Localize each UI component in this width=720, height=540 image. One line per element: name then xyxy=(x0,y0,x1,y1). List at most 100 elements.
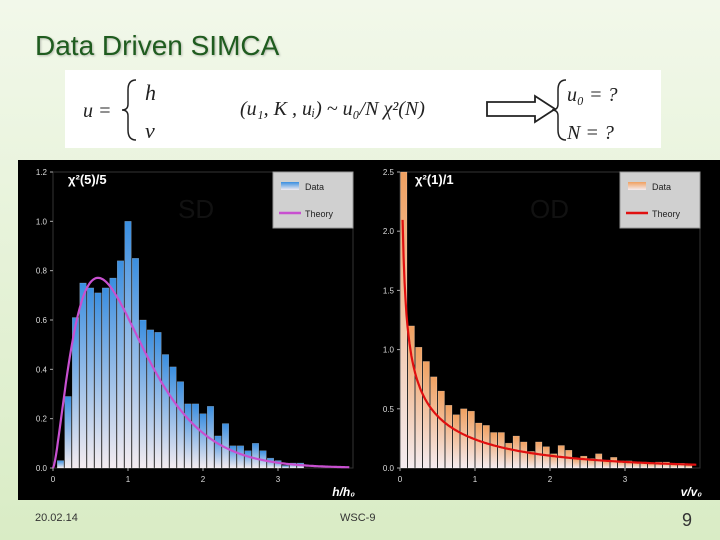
od-ytick-label: 0.5 xyxy=(383,405,395,414)
od-bar xyxy=(415,346,423,469)
sd-bar xyxy=(177,381,184,469)
sd-bar xyxy=(139,319,147,469)
sd-legend xyxy=(272,171,354,229)
od-bar xyxy=(490,432,498,469)
sd-bar xyxy=(162,354,169,469)
sd-chart-panel: 0.0 0.2 0.4 0.6 0.8 1.0 1.2 0 1 2 3 χ²(5)/5 SD h/h₀ Da… xyxy=(18,160,373,500)
right-arrow-icon xyxy=(486,94,557,124)
h-component: h xyxy=(145,80,156,105)
left-brace-icon xyxy=(121,79,137,141)
od-bar xyxy=(625,460,633,469)
od-legend xyxy=(619,171,701,229)
sd-ytick-label: 0.0 xyxy=(36,464,48,473)
od-xtick-label: 1 xyxy=(473,475,478,484)
sd-bar xyxy=(109,277,117,469)
N-question: N = ? xyxy=(567,122,614,144)
sd-ytick-label: 0.8 xyxy=(36,267,48,276)
sd-bar xyxy=(132,258,139,469)
u0-question: u₀ = ? xyxy=(567,84,618,106)
sd-bar xyxy=(87,287,94,469)
sd-ytick-label: 1.2 xyxy=(36,168,48,177)
sd-bar xyxy=(192,403,199,469)
od-chart-title: χ²(1)/1 xyxy=(415,172,454,187)
od-bar xyxy=(655,461,663,469)
footer-center: WSC-9 xyxy=(340,512,376,524)
od-bar xyxy=(580,455,588,469)
sd-bar xyxy=(252,443,259,469)
od-bar xyxy=(505,442,513,469)
od-bar xyxy=(437,390,445,469)
slide-title: Data Driven SIMCA xyxy=(35,30,280,61)
sd-bar xyxy=(117,260,124,469)
sd-bar xyxy=(169,366,177,469)
od-xtick-label: 2 xyxy=(548,475,553,484)
od-ytick-label: 2.5 xyxy=(383,168,395,177)
sd-bar xyxy=(214,435,222,469)
sd-xlabel: h/h₀ xyxy=(332,485,355,499)
od-legend-data-swatch xyxy=(628,182,646,190)
sd-ytick-label: 0.6 xyxy=(36,316,48,325)
od-chart: 0.0 0.5 1.0 1.5 2.0 2.5 0 1 2 3 χ²(1)/1 OD v/v₀ Data T… xyxy=(383,168,703,499)
sd-bar xyxy=(79,282,87,469)
sd-bar xyxy=(199,413,207,469)
sd-bar xyxy=(237,445,244,469)
sd-ytick-label: 0.2 xyxy=(36,415,48,424)
sd-bar xyxy=(154,332,162,469)
od-ytick-label: 1.5 xyxy=(383,286,395,295)
od-bar xyxy=(452,414,460,469)
sd-legend-theory-label: Theory xyxy=(305,209,334,219)
od-ytick-label: 1.0 xyxy=(383,346,395,355)
od-bar xyxy=(482,425,490,469)
formula-box: u = h v (u₁, K , uᵢ) ~ u₀/N χ²(N) u₀ = ?… xyxy=(65,70,661,148)
od-bar xyxy=(565,449,573,469)
right-brace-icon xyxy=(551,79,567,141)
od-bar xyxy=(527,451,535,469)
od-panel-label: OD xyxy=(530,194,569,224)
od-bar xyxy=(520,441,528,469)
sd-bar xyxy=(94,292,102,469)
sd-chart-title: χ²(5)/5 xyxy=(68,172,107,187)
sd-bar xyxy=(282,465,289,469)
sd-xtick-label: 0 xyxy=(51,475,56,484)
od-bar xyxy=(610,457,618,469)
u-equals: u = xyxy=(83,100,112,122)
footer-date: 20.02.14 xyxy=(35,512,78,524)
sd-bar xyxy=(244,450,252,469)
od-theory-line xyxy=(401,219,697,466)
sd-ytick-label: 0.4 xyxy=(36,365,48,374)
page-number: 9 xyxy=(681,510,692,530)
sd-bar xyxy=(184,403,192,469)
sd-bar xyxy=(64,396,72,469)
od-xtick-label: 0 xyxy=(398,475,403,484)
sd-xtick-label: 1 xyxy=(126,475,131,484)
distribution-formula: (u₁, K , uᵢ) ~ u₀/N χ²(N) xyxy=(240,98,425,120)
sd-theory-line xyxy=(51,276,350,469)
od-bar xyxy=(430,376,438,469)
od-legend-theory-label: Theory xyxy=(652,209,681,219)
sd-legend-data-label: Data xyxy=(305,182,324,192)
od-bar xyxy=(407,325,415,469)
sd-bar xyxy=(102,287,109,469)
sd-bar xyxy=(72,317,79,469)
od-bar xyxy=(587,458,595,469)
od-xtick-label: 3 xyxy=(623,475,628,484)
sd-panel-label: SD xyxy=(178,194,214,224)
od-bar xyxy=(445,404,453,469)
od-bar xyxy=(542,446,550,469)
od-chart-panel: 0.0 0.5 1.0 1.5 2.0 2.5 0 1 2 3 χ²(1)/1 OD v/v₀ Data T… xyxy=(365,160,720,500)
od-bar xyxy=(662,461,670,469)
od-bar xyxy=(497,432,505,469)
sd-xtick-label: 3 xyxy=(276,475,281,484)
od-bar xyxy=(572,458,580,469)
sd-bar xyxy=(267,457,274,469)
sd-bar xyxy=(147,329,154,469)
sd-bar xyxy=(229,445,237,469)
od-ytick-label: 2.0 xyxy=(383,227,395,236)
od-bar xyxy=(475,422,483,469)
sd-ytick-label: 1.0 xyxy=(36,217,48,226)
sd-chart: 0.0 0.2 0.4 0.6 0.8 1.0 1.2 0 1 2 3 χ²(5)/5 SD h/h₀ Da… xyxy=(36,168,355,499)
od-xlabel: v/v₀ xyxy=(681,485,703,499)
sd-legend-data-swatch xyxy=(281,182,299,190)
sd-bar xyxy=(124,221,132,469)
sd-xtick-label: 2 xyxy=(201,475,206,484)
